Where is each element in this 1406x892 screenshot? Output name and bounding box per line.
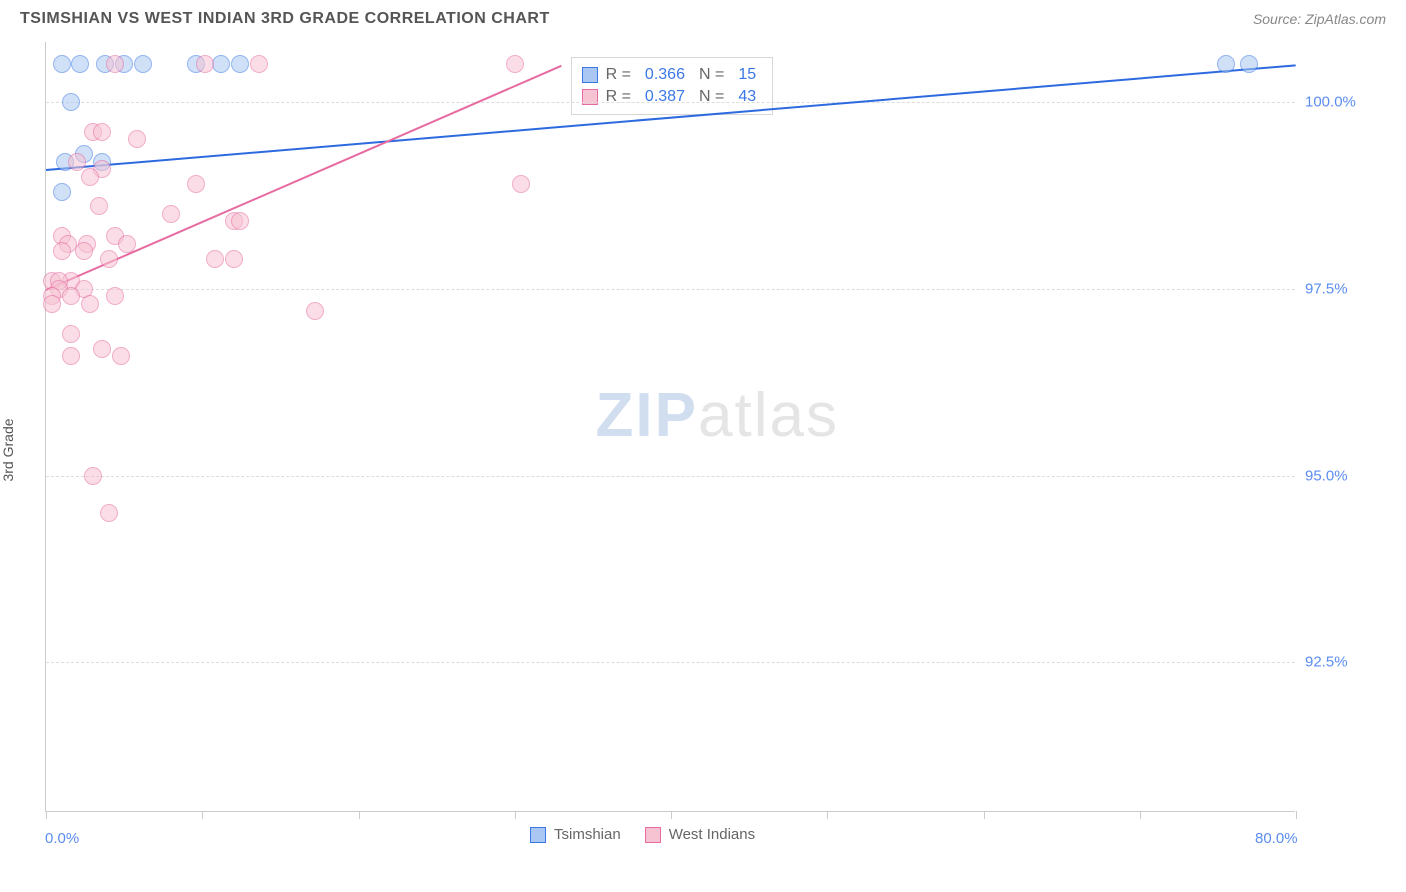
- data-point: [187, 175, 205, 193]
- data-point: [212, 55, 230, 73]
- x-tick: [515, 811, 516, 819]
- stats-n-label: N =: [699, 88, 724, 106]
- data-point: [100, 504, 118, 522]
- stats-r-value: 0.387: [645, 88, 685, 106]
- data-point: [53, 242, 71, 260]
- data-point: [128, 130, 146, 148]
- stats-row: R = 0.387 N = 43: [582, 86, 763, 108]
- legend-swatch: [645, 827, 661, 843]
- x-tick: [827, 811, 828, 819]
- stats-swatch: [582, 89, 598, 105]
- y-tick-label: 95.0%: [1305, 467, 1375, 484]
- data-point: [62, 347, 80, 365]
- legend-item: Tsimshian: [530, 826, 621, 843]
- x-tick: [671, 811, 672, 819]
- legend-item: West Indians: [645, 826, 755, 843]
- y-tick-label: 92.5%: [1305, 654, 1375, 671]
- data-point: [90, 197, 108, 215]
- y-axis-label: 3rd Grade: [0, 418, 16, 481]
- stats-n-value: 15: [738, 66, 756, 84]
- data-point: [162, 205, 180, 223]
- gridline: [46, 476, 1295, 477]
- legend-swatch: [530, 827, 546, 843]
- stats-n-value: 43: [738, 88, 756, 106]
- gridline: [46, 662, 1295, 663]
- stats-swatch: [582, 67, 598, 83]
- data-point: [1240, 55, 1258, 73]
- plot-region: ZIPatlas R =0.366N =15R =0.387N =43 100.…: [45, 42, 1295, 812]
- data-point: [134, 55, 152, 73]
- data-point: [506, 55, 524, 73]
- data-point: [225, 250, 243, 268]
- x-tick: [984, 811, 985, 819]
- data-point: [62, 93, 80, 111]
- trend-line: [46, 65, 562, 291]
- stats-row: R = 0.366 N = 15: [582, 64, 763, 86]
- data-point: [106, 55, 124, 73]
- data-point: [1217, 55, 1235, 73]
- chart-header: TSIMSHIAN VS WEST INDIAN 3RD GRADE CORRE…: [0, 0, 1406, 32]
- data-point: [231, 212, 249, 230]
- x-tick: [1140, 811, 1141, 819]
- chart-area: 3rd Grade ZIPatlas R = 0.366 N = 15 R = 0.387…: [0, 32, 1406, 852]
- legend-label: West Indians: [669, 826, 755, 843]
- y-tick-label: 100.0%: [1305, 93, 1375, 110]
- watermark: ZIPatlas: [596, 380, 839, 451]
- data-point: [81, 295, 99, 313]
- data-point: [206, 250, 224, 268]
- data-point: [512, 175, 530, 193]
- x-tick: [46, 811, 47, 819]
- data-point: [93, 340, 111, 358]
- stats-box: R = 0.366 N = 15 R = 0.387 N = 43: [571, 57, 774, 115]
- data-point: [231, 55, 249, 73]
- gridline: [46, 289, 1295, 290]
- data-point: [53, 183, 71, 201]
- data-point: [112, 347, 130, 365]
- watermark-atlas: atlas: [698, 381, 839, 450]
- x-tick: [359, 811, 360, 819]
- x-tick: [202, 811, 203, 819]
- data-point: [250, 55, 268, 73]
- data-point: [43, 295, 61, 313]
- x-axis-min-label: 0.0%: [45, 830, 79, 847]
- legend-label: Tsimshian: [554, 826, 621, 843]
- data-point: [53, 55, 71, 73]
- chart-source: Source: ZipAtlas.com: [1253, 11, 1386, 27]
- data-point: [106, 287, 124, 305]
- watermark-zip: ZIP: [596, 381, 698, 450]
- stats-r-value: 0.366: [645, 66, 685, 84]
- y-tick-label: 97.5%: [1305, 280, 1375, 297]
- x-axis-max-label: 80.0%: [1255, 830, 1298, 847]
- data-point: [100, 250, 118, 268]
- chart-title: TSIMSHIAN VS WEST INDIAN 3RD GRADE CORRE…: [20, 10, 550, 28]
- data-point: [196, 55, 214, 73]
- gridline: [46, 102, 1295, 103]
- x-tick: [1296, 811, 1297, 819]
- data-point: [93, 123, 111, 141]
- data-point: [71, 55, 89, 73]
- legend: Tsimshian West Indians: [530, 826, 755, 843]
- stats-r-label: R =: [606, 66, 631, 84]
- data-point: [62, 287, 80, 305]
- data-point: [84, 467, 102, 485]
- data-point: [306, 302, 324, 320]
- data-point: [62, 325, 80, 343]
- stats-r-label: R =: [606, 88, 631, 106]
- stats-n-label: N =: [699, 66, 724, 84]
- data-point: [68, 153, 86, 171]
- data-point: [81, 168, 99, 186]
- data-point: [118, 235, 136, 253]
- data-point: [75, 242, 93, 260]
